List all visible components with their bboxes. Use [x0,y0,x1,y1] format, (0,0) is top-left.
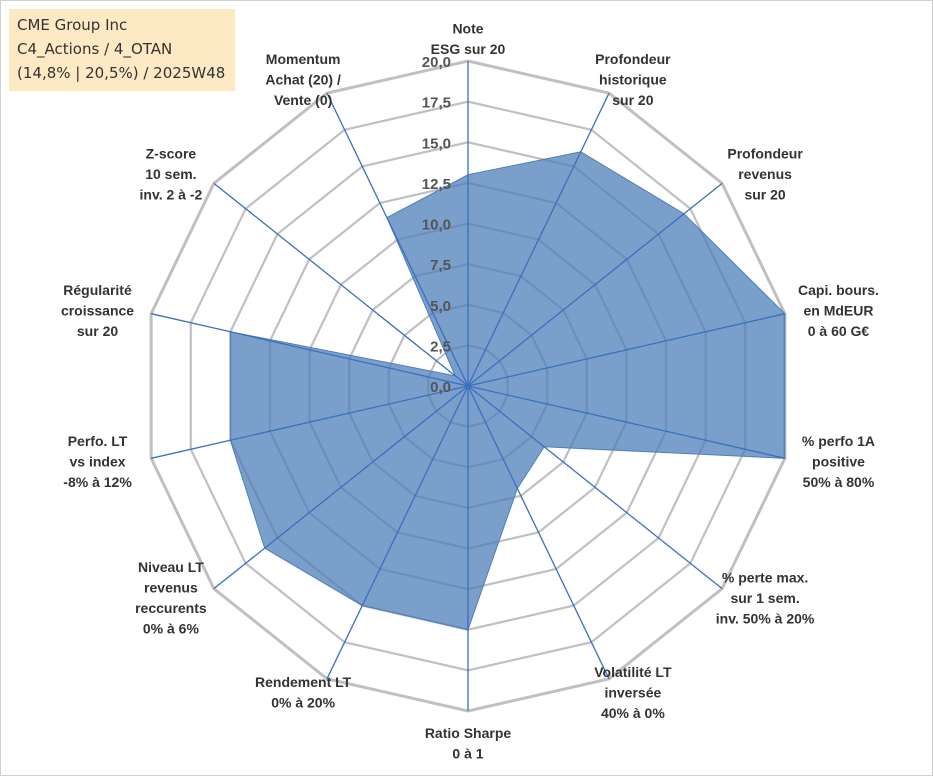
axis-label-line: 0 à 1 [452,746,483,762]
axis-label-line: 0 à 60 G€ [808,323,870,339]
axis-spoke [213,182,469,387]
axis-label-line: reccurents [135,600,207,616]
axis-label-line: sur 1 sem. [730,590,799,606]
radial-tick-label: 5,0 [430,298,451,315]
axis-label-line: Ratio Sharpe [425,725,512,741]
axis-label-line: croissance [61,302,134,318]
portfolio-code: C4_Actions / 4_OTAN [17,40,173,58]
axis-label: Ratio Sharpe 0 à 1 [425,725,512,762]
axis-label-line: 0% à 6% [143,621,200,637]
axis-spoke [467,385,723,590]
axis-label-line: 50% à 80% [803,474,875,490]
axis-label-line: Profondeur [595,51,671,67]
axis-spoke [151,313,469,387]
performance-period: (14,8% | 20,5%) / 2025W48 [17,64,226,82]
axis-label-line: sur 20 [612,92,653,108]
radial-tick-label: 10,0 [422,217,451,234]
axis-label-line: -8% à 12% [63,474,132,490]
axis-label: Note ESG sur 20 [431,21,506,58]
axis-label-line: vs index [70,454,126,470]
axis-label-line: inv. 50% à 20% [716,610,815,626]
axis-label-line: inversée [604,684,661,700]
axis-spoke [326,385,469,680]
axis-label-line: Volatilité LT [594,664,672,680]
axis-label-line: Vente (0) [274,92,332,108]
axis-label-line: Achat (20) / [265,72,341,88]
axis-label-line: ESG sur 20 [431,41,506,57]
axis-label-line: % perfo 1A [802,433,875,449]
axis-label-line: positive [812,454,865,470]
axis-label: % perfo 1A positive 50% à 80% [802,433,875,490]
axis-label-line: revenus [144,580,198,596]
axis-spoke [326,92,469,387]
radial-tick-label: 17,5 [422,95,451,112]
axis-label: Z-score 10 sem. inv. 2 à -2 [140,146,203,203]
axis-spoke [467,385,610,680]
axis-spoke [151,385,469,459]
axis-label-line: Capi. bours. [798,282,879,298]
axis-label-line: 0% à 20% [271,695,335,711]
axis-label: Niveau LT revenus reccurents 0% à 6% [135,559,207,637]
axis-spoke [467,385,785,459]
axis-label-line: inv. 2 à -2 [140,187,203,203]
axis-label: Profondeur historique sur 20 [595,51,671,108]
radial-tick-label: 12,5 [422,176,451,193]
axis-label-line: sur 20 [77,323,118,339]
axis-label-line: sur 20 [744,187,785,203]
axis-label-line: % perte max. [722,569,808,585]
axis-label-line: Régularité [63,282,132,298]
axis-spoke [467,92,610,387]
axis-label: Profondeur revenus sur 20 [727,146,803,203]
axis-label-line: en MdEUR [803,302,873,318]
axis-spoke [213,385,469,590]
axis-label: Rendement LT 0% à 20% [255,674,352,711]
radial-tick-label: 0,0 [430,379,451,396]
axis-label-line: Momentum [266,51,341,67]
axis-label: Régularité croissance sur 20 [61,282,134,339]
axis-label-line: Perfo. LT [68,433,128,449]
axis-spoke [467,313,785,387]
axis-label-line: Rendement LT [255,674,352,690]
radial-tick-label: 20,0 [422,54,451,71]
axis-spoke [467,182,723,387]
radial-tick-label: 2,5 [430,338,451,355]
data-series-area [229,151,786,631]
radial-tick-label: 15,0 [422,135,451,152]
axis-label: Momentum Achat (20) / Vente (0) [265,51,341,108]
axis-label-line: Z-score [146,146,197,162]
axis-label-line: Note [452,21,483,37]
axis-label-line: 10 sem. [145,166,196,182]
axis-label: Perfo. LT vs index -8% à 12% [63,433,132,490]
info-box: CME Group Inc C4_Actions / 4_OTAN (14,8%… [9,9,235,91]
axis-label-line: Profondeur [727,146,803,162]
axis-label: % perte max. sur 1 sem. inv. 50% à 20% [716,569,815,626]
axis-label: Volatilité LT inversée 40% à 0% [594,664,672,721]
radial-tick-label: 7,5 [430,257,451,274]
axis-label-line: revenus [738,166,792,182]
axis-label: Capi. bours. en MdEUR 0 à 60 G€ [798,282,879,339]
company-name: CME Group Inc [17,16,128,34]
axis-label-line: historique [599,72,667,88]
axis-label-line: 40% à 0% [601,705,665,721]
axis-label-line: Niveau LT [138,559,204,575]
